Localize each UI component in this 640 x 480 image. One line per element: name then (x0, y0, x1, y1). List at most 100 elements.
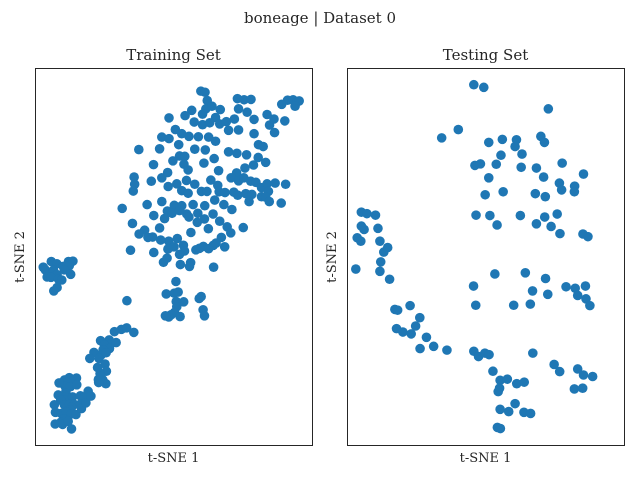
training-set-point (238, 222, 249, 233)
training-set-point (176, 128, 187, 139)
training-set-point (122, 295, 132, 306)
training-set-point (226, 173, 236, 183)
testing-set-point (569, 186, 580, 197)
testing-set-point (495, 404, 505, 415)
training-set-point (211, 238, 221, 248)
training-set-point (219, 199, 229, 210)
training-set-point (280, 116, 290, 126)
training-set-point (46, 272, 56, 283)
testing-set-point (539, 137, 550, 148)
training-set-point (262, 109, 272, 120)
testing-set-point (511, 378, 522, 389)
training-set-point (239, 94, 249, 105)
training-set-point (154, 223, 165, 233)
training-set-point (128, 186, 139, 196)
training-set-point (208, 209, 218, 219)
training-set-point (117, 203, 127, 214)
training-set-point (199, 214, 210, 224)
testing-set-point (497, 134, 508, 145)
training-set-point (167, 208, 177, 219)
testing-set-point (510, 398, 520, 409)
training-set-point (86, 391, 96, 401)
training-set-point (240, 163, 250, 173)
training-set-point (134, 144, 144, 155)
testing-set-point (469, 79, 479, 90)
training-set-point (154, 144, 165, 154)
testing-set-point (540, 273, 551, 284)
training-set-point (209, 153, 219, 164)
training-set-point (196, 291, 206, 302)
training-set-point (143, 232, 153, 243)
testing-set-point (421, 332, 432, 343)
training-set-point (260, 157, 271, 168)
testing-set-point (495, 375, 505, 386)
testing-set-point (580, 281, 591, 291)
training-set-point (164, 113, 174, 123)
testing-set-point (587, 371, 598, 382)
training-set-point (184, 131, 194, 142)
training-set-point (209, 195, 220, 205)
testing-set-point (530, 188, 541, 199)
testing-set-point (491, 159, 502, 170)
testing-set-point (496, 150, 506, 161)
training-set-point (199, 200, 210, 211)
training-set-point (276, 198, 287, 208)
training-set-point (178, 297, 189, 307)
testing-set-point (555, 228, 565, 239)
training-set-point (262, 179, 272, 189)
testing-set-point (384, 274, 395, 285)
training-set-point (197, 119, 208, 130)
training-set-point (171, 179, 182, 189)
training-set-point (219, 242, 230, 252)
training-set-point (159, 213, 170, 224)
testing-set-point (510, 141, 520, 152)
testing-set-point (442, 345, 452, 355)
training-set-point (148, 159, 159, 170)
training-set-point (173, 287, 183, 297)
training-set-point (200, 87, 210, 98)
testing-set-point (410, 321, 421, 331)
testing-set-point (520, 268, 531, 278)
training-set-point (94, 353, 104, 364)
training-set-point (189, 179, 200, 190)
testing-set-point (578, 370, 589, 380)
testing-set-point (356, 221, 367, 231)
testing-set-point (583, 231, 593, 242)
training-set-point (204, 117, 215, 128)
testing-set-point (515, 210, 526, 221)
testing-set-point (556, 185, 567, 195)
testing-set-point (508, 300, 519, 311)
training-set-point (207, 101, 217, 111)
testing-set-panel: Testing Set t-SNE 1 t-SNE 2 (325, 46, 625, 466)
training-set-point (193, 131, 204, 142)
training-set-point (175, 311, 185, 322)
training-set-point (270, 178, 280, 188)
testing-set-point (552, 209, 562, 219)
training-set-point (276, 99, 287, 110)
training-set-point (199, 158, 209, 168)
testing-set-point (585, 300, 595, 311)
testing-set-point (495, 423, 506, 434)
training-set-point (227, 204, 237, 215)
training-set-point (181, 175, 192, 186)
testing-set-point (392, 305, 403, 315)
training-set-point (232, 190, 243, 200)
testing-set-point (478, 82, 489, 93)
testing-set-point (485, 210, 495, 221)
training-set-points (38, 86, 305, 434)
training-set-point (244, 196, 254, 207)
testing-set-axes-frame (347, 68, 625, 446)
training-set-axes-frame (35, 68, 313, 446)
testing-set-point (531, 219, 542, 229)
testing-set-point (375, 236, 385, 246)
testing-set-point (578, 169, 589, 179)
testing-set-points (351, 79, 598, 434)
testing-set-point (543, 104, 554, 114)
training-set-point (229, 114, 240, 124)
training-set-point (67, 392, 78, 402)
testing-set-point (525, 299, 536, 309)
testing-set-point (557, 158, 567, 168)
training-set-point (65, 269, 76, 280)
testing-set-point (356, 236, 366, 246)
training-set-point (202, 186, 212, 197)
